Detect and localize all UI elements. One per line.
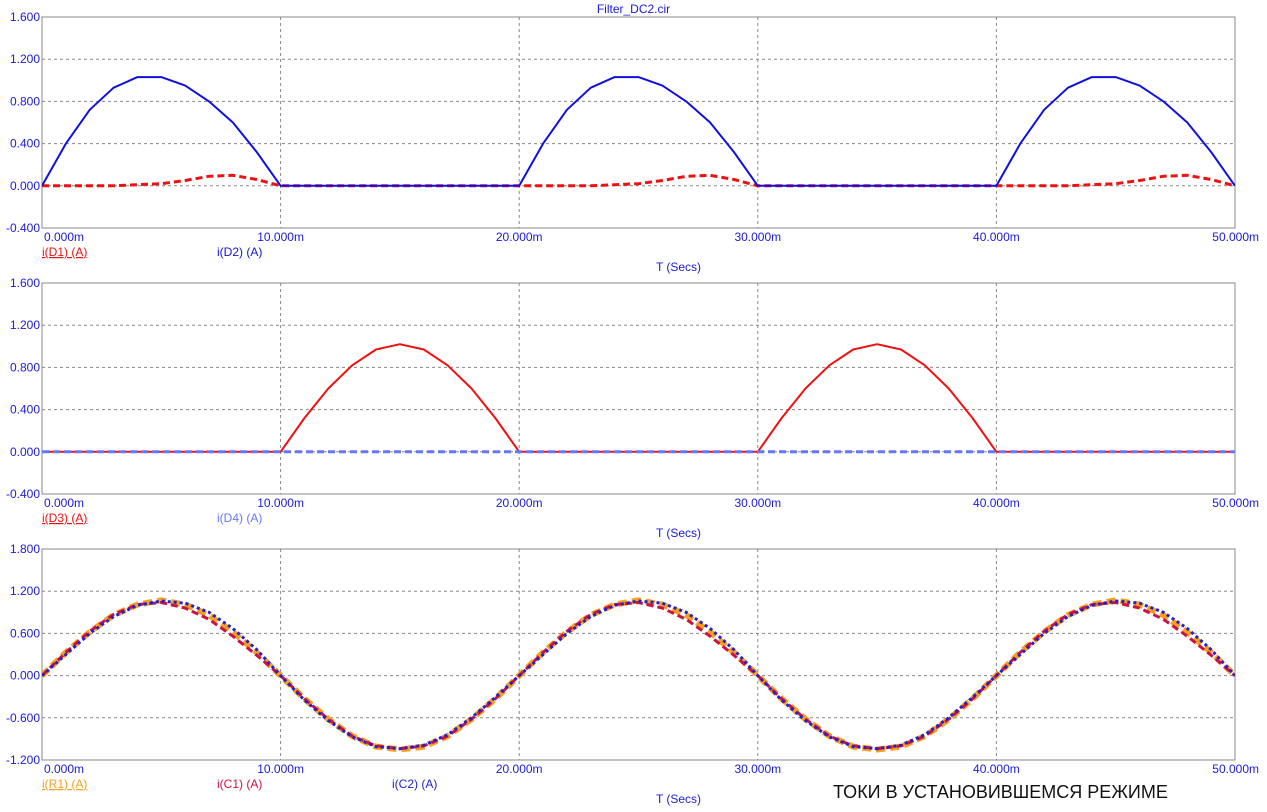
- y-tick-label: 1.200: [10, 318, 40, 332]
- x-tick-label: 40.000m: [973, 762, 1020, 776]
- y-tick-label: 0.000: [10, 669, 40, 683]
- x-tick-label: 30.000m: [734, 230, 781, 244]
- x-tick-label: 0.000m: [44, 762, 84, 776]
- y-tick-label: -0.600: [6, 711, 40, 725]
- x-tick-label: 0.000m: [44, 230, 84, 244]
- series-line: [42, 599, 1235, 751]
- plot-frame: [41, 548, 1236, 761]
- x-tick-label: 50.000m: [1212, 762, 1259, 776]
- legend-entry: i(C1) (A): [217, 777, 262, 791]
- plot-panel-r1-c1-c2: 1.800 1.200 0.600 0.000 -0.600 -1.200 0.000m 10…: [6, 542, 1259, 806]
- y-tick-label: 1.600: [10, 10, 40, 24]
- plot-panel-diodes-d3-d4: 1.600 1.200 0.800 0.400 0.000 -0.400 0.000m 10.…: [6, 276, 1259, 540]
- series-line: [42, 343, 1235, 453]
- plot-frame: [41, 282, 1236, 495]
- x-tick-label: 20.000m: [496, 762, 543, 776]
- x-tick-label: 0.000m: [44, 496, 84, 510]
- plot-panel-diodes-d1-d2: 1.600 1.200 0.800 0.400 0.000 -0.400 0.000m 10.…: [6, 10, 1259, 274]
- y-tick-label: 0.000: [10, 179, 40, 193]
- plot-frame: [41, 16, 1236, 229]
- x-axis-label: T (Secs): [656, 526, 701, 540]
- x-tick-label: 30.000m: [734, 496, 781, 510]
- y-tick-label: 0.800: [10, 360, 40, 374]
- legend-entry: i(D3) (A): [42, 511, 87, 525]
- legend-entry: i(R1) (A): [42, 777, 87, 791]
- y-tick-label: 1.600: [10, 276, 40, 290]
- x-tick-label: 20.000m: [496, 230, 543, 244]
- x-axis-label: T (Secs): [656, 260, 701, 274]
- x-tick-label: 30.000m: [734, 762, 781, 776]
- y-tick-label: -0.400: [6, 487, 40, 501]
- x-tick-label: 40.000m: [973, 496, 1020, 510]
- y-tick-label: 1.800: [10, 542, 40, 556]
- x-axis-label: T (Secs): [656, 792, 701, 806]
- x-tick-label: 10.000m: [257, 230, 304, 244]
- series-line: [42, 76, 1235, 187]
- x-tick-label: 10.000m: [257, 762, 304, 776]
- legend-entry: i(D2) (A): [217, 245, 262, 259]
- legend-entry: i(C2) (A): [392, 777, 437, 791]
- y-tick-label: 1.200: [10, 52, 40, 66]
- x-tick-label: 50.000m: [1212, 230, 1259, 244]
- x-tick-label: 40.000m: [973, 230, 1020, 244]
- window-title: Filter_DC2.cir: [596, 2, 671, 16]
- legend-entry: i(D1) (A): [42, 245, 87, 259]
- caption-text: ТОКИ В УСТАНОВИВШЕМСЯ РЕЖИМЕ: [833, 782, 1168, 802]
- x-tick-label: 50.000m: [1212, 496, 1259, 510]
- x-tick-label: 20.000m: [496, 496, 543, 510]
- y-tick-label: 0.800: [10, 94, 40, 108]
- legend-entry: i(D4) (A): [217, 511, 262, 525]
- y-tick-label: -0.400: [6, 221, 40, 235]
- series-line: [42, 173, 1235, 188]
- y-tick-label: 0.400: [10, 137, 40, 151]
- y-tick-label: 1.200: [10, 584, 40, 598]
- y-tick-label: 0.600: [10, 626, 40, 640]
- y-tick-label: 0.400: [10, 403, 40, 417]
- y-tick-label: 0.000: [10, 445, 40, 459]
- x-tick-label: 10.000m: [257, 496, 304, 510]
- y-tick-label: -1.200: [6, 753, 40, 767]
